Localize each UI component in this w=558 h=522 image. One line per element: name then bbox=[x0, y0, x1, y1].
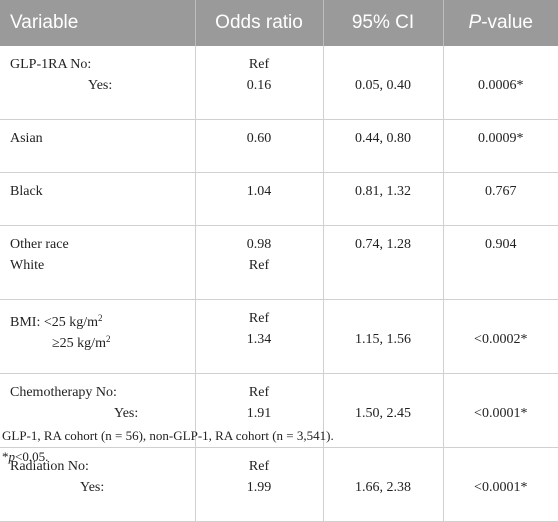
cell-ci: 0.05, 0.40 bbox=[322, 46, 443, 120]
cell-ci: 1.50, 2.45 bbox=[322, 373, 443, 448]
p-line: 0.0009* bbox=[478, 131, 524, 146]
ci-line bbox=[334, 54, 433, 75]
or-line: Ref bbox=[248, 57, 270, 72]
or-line: Ref bbox=[248, 311, 270, 326]
var-line: Asian bbox=[10, 131, 43, 146]
cell-p: 0.767 bbox=[442, 172, 558, 226]
p-line bbox=[454, 308, 549, 329]
ci-line bbox=[334, 255, 433, 276]
table-row: GLP-1RA No: Yes: Ref 0.16 0.05, 0.40 0.0… bbox=[0, 46, 558, 120]
table-row: Radiation No: Yes: Ref 1.99 1.66, 2.38 <… bbox=[0, 447, 558, 522]
var-line: White bbox=[10, 258, 45, 273]
cell-variable: GLP-1RA No: Yes: bbox=[0, 46, 195, 120]
cell-p: 0.0006* bbox=[442, 46, 558, 120]
cell-p: <0.0002* bbox=[442, 299, 558, 374]
cell-ci: 1.66, 2.38 bbox=[322, 447, 443, 522]
or-line: 1.34 bbox=[246, 332, 272, 347]
var-line: Chemotherapy No: bbox=[10, 385, 117, 400]
p-line: <0.0001* bbox=[474, 406, 528, 421]
cell-ci: 0.74, 1.28 bbox=[322, 225, 443, 300]
var-line: Other race bbox=[10, 237, 69, 252]
cell-p: <0.0001* bbox=[442, 373, 558, 448]
cell-or: 0.98 Ref bbox=[194, 225, 323, 300]
or-line: 0.60 bbox=[246, 131, 272, 146]
cell-variable: Black bbox=[0, 172, 195, 226]
ci-line: 1.15, 1.56 bbox=[355, 332, 411, 347]
or-line: Ref bbox=[248, 385, 270, 400]
or-line: 0.16 bbox=[246, 78, 272, 93]
table-row: Other race White 0.98 Ref 0.74, 1.28 0.9… bbox=[0, 225, 558, 300]
cell-or: Ref 1.91 bbox=[194, 373, 323, 448]
or-line: Ref bbox=[248, 258, 270, 273]
header-p-letter: P bbox=[468, 12, 482, 33]
header-odds-ratio: Odds ratio bbox=[194, 0, 323, 46]
cell-variable: BMI: <25 kg/m2 ≥25 kg/m2 bbox=[0, 299, 195, 374]
superscript: 2 bbox=[98, 313, 103, 323]
table-row: Asian 0.60 0.44, 0.80 0.0009* bbox=[0, 119, 558, 173]
footnote-asterisk: * bbox=[2, 449, 9, 464]
or-line: 1.04 bbox=[246, 184, 272, 199]
ci-line: 0.81, 1.32 bbox=[355, 184, 411, 199]
ci-line: 0.74, 1.28 bbox=[355, 237, 411, 252]
table-row: BMI: <25 kg/m2 ≥25 kg/m2 Ref 1.34 1.15, … bbox=[0, 299, 558, 374]
p-line: 0.767 bbox=[485, 184, 517, 199]
cell-or: Ref 1.99 bbox=[194, 447, 323, 522]
bmi-low-label: BMI: <25 kg/m bbox=[10, 315, 99, 330]
cell-variable: Asian bbox=[0, 119, 195, 173]
or-line: 0.98 bbox=[246, 237, 272, 252]
cell-ci: 0.44, 0.80 bbox=[322, 119, 443, 173]
footnote-cohort: GLP-1, RA cohort (n = 56), non-GLP-1, RA… bbox=[2, 428, 334, 443]
cell-or: Ref 0.16 bbox=[194, 46, 323, 120]
var-line: Yes: bbox=[88, 78, 113, 93]
bmi-high-label: ≥25 kg/m bbox=[52, 336, 106, 351]
p-line bbox=[454, 382, 549, 403]
ci-line bbox=[334, 382, 433, 403]
p-line: <0.0001* bbox=[474, 480, 528, 495]
p-line bbox=[454, 54, 549, 75]
superscript: 2 bbox=[105, 334, 111, 344]
cell-or: Ref 1.34 bbox=[194, 299, 323, 374]
var-line: Black bbox=[10, 184, 43, 199]
footnote-significance: *p<0.05. bbox=[2, 449, 48, 465]
cell-p: 0.904 bbox=[442, 225, 558, 300]
footnote-p-letter: p bbox=[8, 449, 16, 464]
var-line: Yes: bbox=[114, 406, 139, 421]
ci-line: 1.66, 2.38 bbox=[355, 480, 411, 495]
ci-line bbox=[334, 308, 433, 329]
cell-or: 0.60 bbox=[194, 119, 323, 173]
header-p-suffix: -value bbox=[481, 12, 533, 33]
table-row: Chemotherapy No: Yes: Ref 1.91 1.50, 2.4… bbox=[0, 373, 558, 448]
ci-line: 1.50, 2.45 bbox=[355, 406, 411, 421]
cell-ci: 0.81, 1.32 bbox=[322, 172, 443, 226]
cell-or: 1.04 bbox=[194, 172, 323, 226]
var-line: ≥25 kg/m2 bbox=[10, 329, 185, 351]
var-line: BMI: <25 kg/m2 bbox=[10, 308, 185, 330]
p-line bbox=[454, 255, 549, 276]
p-line: <0.0002* bbox=[474, 332, 528, 347]
header-row: Variable Odds ratio 95% CI P-value bbox=[0, 0, 558, 46]
header-p-value: P-value bbox=[442, 0, 558, 46]
p-line: 0.0006* bbox=[478, 78, 524, 93]
cell-ci: 1.15, 1.56 bbox=[322, 299, 443, 374]
cell-p: 0.0009* bbox=[442, 119, 558, 173]
cell-p: <0.0001* bbox=[442, 447, 558, 522]
var-line: GLP-1RA No: bbox=[10, 57, 92, 72]
ci-line: 0.44, 0.80 bbox=[355, 131, 411, 146]
cell-variable: Chemotherapy No: Yes: bbox=[0, 373, 195, 448]
header-ci: 95% CI bbox=[322, 0, 443, 46]
or-line: 1.91 bbox=[246, 406, 272, 421]
p-line: 0.904 bbox=[485, 237, 517, 252]
footnote-threshold: <0.05. bbox=[15, 449, 49, 464]
table-row: Black 1.04 0.81, 1.32 0.767 bbox=[0, 172, 558, 226]
header-variable: Variable bbox=[0, 0, 195, 46]
cell-variable: Other race White bbox=[0, 225, 195, 300]
var-line: Yes: bbox=[80, 480, 105, 495]
or-line: 1.99 bbox=[246, 480, 272, 495]
ci-line: 0.05, 0.40 bbox=[355, 78, 411, 93]
